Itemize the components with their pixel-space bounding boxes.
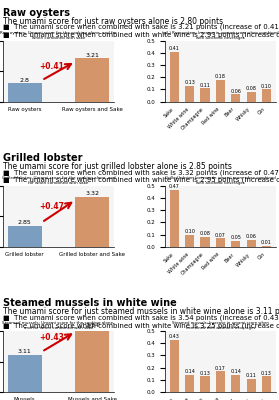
Text: +0.47: +0.47 — [39, 202, 64, 211]
Bar — [231, 375, 240, 392]
Bar — [247, 240, 256, 247]
Title: Grilled lobster: Increase in umami score when combined with alcoholic beverages: Grilled lobster: Increase in umami score… — [165, 176, 276, 185]
Text: Steamed mussels in white wine: Steamed mussels in white wine — [3, 298, 177, 308]
Title: Grilled lobster: Umami score for the cooking alone, and for when combined with s: Grilled lobster: Umami score for the coo… — [2, 176, 116, 185]
Text: 0.05: 0.05 — [230, 235, 241, 240]
Text: 0.13: 0.13 — [261, 370, 272, 376]
Bar — [231, 94, 240, 102]
Text: ■  The umami score when combined with sake is 3.32 points (increase of 0.47 poin: ■ The umami score when combined with sak… — [3, 169, 279, 176]
Bar — [231, 241, 240, 247]
Text: ■  The umami score when combined with white wine is 3.25 points (increase of 0.1: ■ The umami score when combined with whi… — [3, 322, 279, 328]
Text: +0.41: +0.41 — [39, 62, 64, 71]
Bar — [216, 238, 225, 247]
Bar — [185, 375, 194, 392]
Bar — [76, 197, 109, 399]
Text: 0.06: 0.06 — [230, 89, 241, 94]
Bar — [200, 237, 210, 247]
Bar — [170, 340, 179, 392]
Title: Raw oysters: Umami score for the cooking alone, and for when combined with sake: Raw oysters: Umami score for the cooking… — [0, 31, 117, 40]
Bar — [247, 92, 256, 102]
Text: 0.07: 0.07 — [215, 233, 226, 238]
Bar — [8, 226, 42, 399]
Text: ■  The umami score when combined with white wine is 2.95 points (increase of 0.1: ■ The umami score when combined with whi… — [3, 177, 279, 184]
Text: 0.13: 0.13 — [199, 370, 210, 376]
Bar — [216, 80, 225, 102]
Text: ■  The umami score when combined with sake is 3.54 points (increase of 0.43 poin: ■ The umami score when combined with sak… — [3, 314, 279, 321]
Text: 0.08: 0.08 — [246, 86, 257, 91]
Text: 0.17: 0.17 — [215, 366, 226, 371]
Text: 0.11: 0.11 — [199, 83, 210, 88]
Text: 0.06: 0.06 — [246, 234, 257, 239]
Text: 0.13: 0.13 — [184, 80, 195, 85]
Text: 0.14: 0.14 — [184, 369, 195, 374]
Text: Raw oysters: Raw oysters — [3, 8, 70, 18]
Text: 0.08: 0.08 — [199, 232, 210, 236]
Title: (g/L) Raw oysters: Increase in umami score when combined with alcoholic beverage: (g/L) Raw oysters: Increase in umami sco… — [162, 31, 279, 40]
Text: 2.85: 2.85 — [18, 220, 32, 225]
Title: Steamed mussels: Umami score for the cooking alone, and for when combined with s: Steamed mussels: Umami score for the coo… — [3, 321, 115, 330]
Text: The umami score for just raw oysters alone is 2.80 points: The umami score for just raw oysters alo… — [3, 16, 223, 26]
Text: 3.54: 3.54 — [85, 323, 99, 328]
Text: 3.21: 3.21 — [85, 53, 99, 58]
Text: 0.10: 0.10 — [184, 229, 195, 234]
Bar — [262, 246, 271, 247]
Bar — [185, 235, 194, 247]
Bar — [170, 190, 179, 247]
Title: Steamed mussels: Increase in umami score when combined with alcoholic beverages: Steamed mussels: Increase in umami score… — [172, 321, 269, 330]
Text: Grilled lobster: Grilled lobster — [3, 153, 82, 163]
Bar — [185, 86, 194, 102]
Bar — [200, 88, 210, 102]
Text: 0.47: 0.47 — [169, 184, 180, 189]
Text: ■  The umami score when combined with white wine is 2.93 points (increase of 0.1: ■ The umami score when combined with whi… — [3, 32, 279, 38]
Bar — [8, 355, 42, 400]
Text: 3.11: 3.11 — [18, 349, 32, 354]
Bar — [262, 376, 271, 392]
Text: 0.01: 0.01 — [261, 240, 272, 245]
Text: 0.41: 0.41 — [169, 46, 180, 51]
Text: The umami score for just grilled lobster alone is 2.85 points: The umami score for just grilled lobster… — [3, 162, 232, 171]
Text: 0.10: 0.10 — [261, 84, 272, 89]
Text: 0.14: 0.14 — [230, 369, 241, 374]
Bar — [216, 371, 225, 392]
Text: ■  The umami score when combined with sake is 3.21 points (increase of 0.41 poin: ■ The umami score when combined with sak… — [3, 24, 279, 30]
Bar — [76, 58, 109, 254]
Text: 0.18: 0.18 — [215, 74, 226, 79]
Text: 0.43: 0.43 — [169, 334, 180, 339]
Bar — [200, 376, 210, 392]
Bar — [76, 329, 109, 400]
Text: 2.8: 2.8 — [20, 78, 30, 83]
Text: +0.43: +0.43 — [39, 333, 64, 342]
Text: The umami score for just steamed mussels in white wine alone is 3.11 points: The umami score for just steamed mussels… — [3, 307, 279, 316]
Text: 3.32: 3.32 — [85, 191, 99, 196]
Text: 0.11: 0.11 — [246, 373, 257, 378]
Bar — [262, 90, 271, 102]
Bar — [170, 52, 179, 102]
Bar — [247, 378, 256, 392]
Bar — [8, 83, 42, 254]
